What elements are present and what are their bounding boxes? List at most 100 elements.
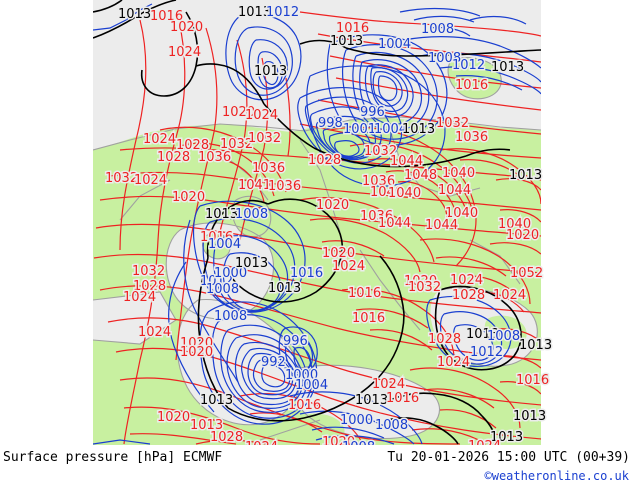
isobar-label-value: 1044 (390, 154, 423, 169)
parameter-label: Surface pressure [hPa] ECMWF (3, 450, 223, 465)
isobar-label-value: 1020 (506, 228, 539, 243)
isobar-label-halo: 1013 (513, 409, 546, 424)
isobar-label-halo: 1036 (360, 209, 393, 224)
isobar-label-halo: 1028 (308, 153, 341, 168)
isobar-label-halo: 1024 (450, 273, 483, 288)
isobar-label-value: 992 (261, 355, 286, 370)
isobar-label-value: 1004 (295, 378, 328, 393)
isobar-label-value: 1013 (235, 256, 268, 271)
isobar-label-halo: 1013 (466, 327, 499, 342)
isobar-label-value: 1036 (455, 130, 488, 145)
isobar-label-halo: 1012 (470, 345, 503, 360)
isobar-label-value: 1024 (143, 132, 176, 147)
isobar-label-value: 1013 (205, 207, 238, 222)
isobars-low (93, 3, 541, 445)
isobar-label-halo: 1012 (266, 5, 299, 20)
isobar-label-value: 1004 (374, 122, 407, 137)
isobar-label-value: 1013 (519, 338, 552, 353)
isobar-label-halo: 1040 (498, 217, 531, 232)
isobar-label-value: 1001 (343, 122, 376, 137)
isobar-label-value: 1028 (428, 332, 461, 347)
pressure-chart-map: 1013 1013 1016 1016 1020 1020 1024 1024 1013 1013… (93, 0, 554, 446)
isobar-label-halo: 1013 (205, 207, 238, 222)
isobar-label-value: 1024 (468, 439, 501, 445)
isobar-label-halo: 1016 (336, 21, 369, 36)
isobar-label-value: 1032 (132, 264, 165, 279)
sea-cutout-iberia (166, 223, 274, 319)
isobar-label-halo: 1016 (352, 311, 385, 326)
isobar-label-halo: 1008 (235, 207, 268, 222)
isobar-label-value: 1012 (452, 58, 485, 73)
isobar-label-halo: 1024 (143, 132, 176, 147)
isobar-label-halo: 1020 (180, 345, 213, 360)
isobar-label-halo: 1013 (330, 34, 363, 49)
isobar-label-value: 1016 (288, 398, 321, 413)
isobar-label-halo: 1036 (198, 150, 231, 165)
isobar-label-value: 1008 (421, 22, 454, 37)
isobar-label-value: 1024 (168, 45, 201, 60)
isobar-label-value: 1000 (214, 266, 247, 281)
isobar-label-value: 1040 (445, 206, 478, 221)
isobar-label-halo: 1004 (378, 37, 411, 52)
isobar-label-halo: 1008 (214, 309, 247, 324)
isobar-label-halo: 1028 (133, 279, 166, 294)
isobar-label-halo: 1016 (386, 391, 419, 406)
isobar-label-value: 996 (283, 334, 308, 349)
isobar-label-layer: 1013101310161016102010201024102410131013… (104, 4, 554, 446)
isobar-label-halo: 1024 (168, 45, 201, 60)
isobar-label-halo: 1001 (343, 122, 376, 137)
isobar-label-halo: 1000 (340, 413, 373, 428)
isobar-label-halo: 1024 (134, 173, 167, 188)
isobar-label-value: 1016 (352, 311, 385, 326)
isobar-label-value: 1044 (378, 216, 411, 231)
isobar-label-halo: 1016 (200, 230, 233, 245)
isobar-label-halo: 1008 (428, 51, 461, 66)
isobar-label-value: 1004 (208, 237, 241, 252)
isobar-label-halo: 1016 (150, 9, 183, 24)
isobar-label-value: 1032 (105, 171, 138, 186)
isobar-label-value: 1040 (498, 217, 531, 232)
isobar-label-halo: 1013 (519, 338, 552, 353)
isobar-label-value: 1024 (138, 325, 171, 340)
isobar-label-halo: 1012 (452, 58, 485, 73)
isobar-label-value: 1013 (490, 430, 523, 445)
isobar-label-halo: 1020 (222, 105, 255, 120)
isobar-label-halo: 1020 (322, 246, 355, 261)
isobar-label-halo: 996 (283, 334, 308, 349)
isobar-label-halo: 1032 (132, 264, 165, 279)
isobar-label-halo: 1044 (390, 154, 423, 169)
isobar-label-value: 1008 (487, 329, 520, 344)
